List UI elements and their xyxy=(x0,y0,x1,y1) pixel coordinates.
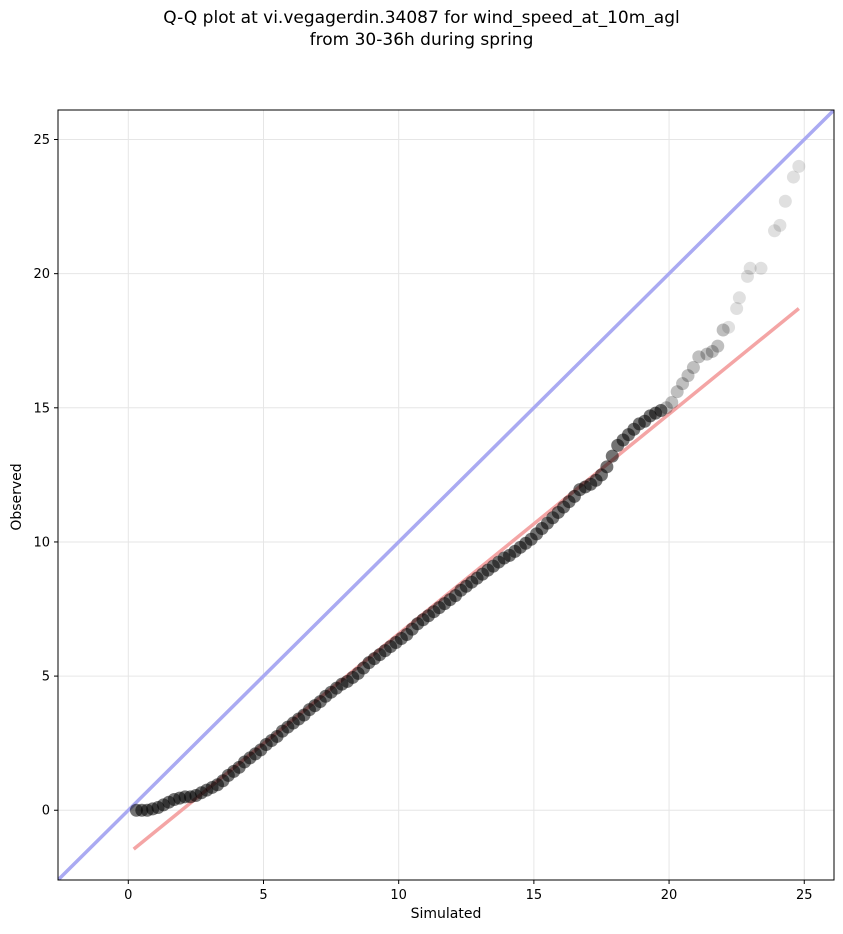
data-point xyxy=(792,159,806,173)
data-point xyxy=(778,194,792,208)
identity-line xyxy=(58,110,834,880)
data-point xyxy=(768,224,782,238)
data-point xyxy=(605,449,619,463)
x-tick-label: 10 xyxy=(390,888,407,903)
x-axis-label: Simulated xyxy=(410,906,482,922)
data-point xyxy=(670,385,684,399)
data-point xyxy=(740,269,754,283)
x-tick-label: 20 xyxy=(661,888,678,903)
y-tick-label: 5 xyxy=(42,670,50,685)
data-point xyxy=(773,218,787,232)
data-point xyxy=(786,170,800,184)
data-point xyxy=(716,323,730,337)
data-point xyxy=(686,361,700,375)
x-tick-label: 5 xyxy=(259,888,267,903)
data-point xyxy=(654,403,668,417)
y-axis-label: Observed xyxy=(9,463,25,531)
data-point xyxy=(705,344,719,358)
chart-title: Q-Q plot at vi.vegagerdin.34087 for wind… xyxy=(0,7,843,51)
data-point xyxy=(659,401,673,415)
y-tick-label: 10 xyxy=(33,535,50,550)
x-tick-label: 25 xyxy=(796,888,813,903)
y-tick-label: 15 xyxy=(33,401,50,416)
data-point xyxy=(732,291,746,305)
scatter-points xyxy=(129,159,806,817)
data-point xyxy=(600,460,614,474)
data-point xyxy=(722,320,736,334)
data-point xyxy=(681,369,695,383)
y-tick-label: 0 xyxy=(42,804,50,819)
y-tick-label: 20 xyxy=(33,267,50,282)
x-tick-label: 15 xyxy=(526,888,543,903)
data-point xyxy=(700,347,714,361)
data-point xyxy=(676,377,690,391)
data-point xyxy=(754,261,768,275)
data-point xyxy=(711,339,725,353)
data-point xyxy=(743,261,757,275)
title-line-2: from 30-36h during spring xyxy=(309,30,534,50)
y-tick-label: 25 xyxy=(33,133,50,148)
data-point xyxy=(730,302,744,316)
axis-ticks: 0 5 10 15 20 25 0 5 10 15 20 25 xyxy=(33,133,812,903)
plot-frame xyxy=(57,109,835,881)
x-tick-label: 0 xyxy=(124,888,132,903)
title-line-1: Q-Q plot at vi.vegagerdin.34087 for wind… xyxy=(163,8,680,28)
data-point xyxy=(692,350,706,364)
reference-lines xyxy=(58,110,834,880)
data-point xyxy=(665,395,679,409)
